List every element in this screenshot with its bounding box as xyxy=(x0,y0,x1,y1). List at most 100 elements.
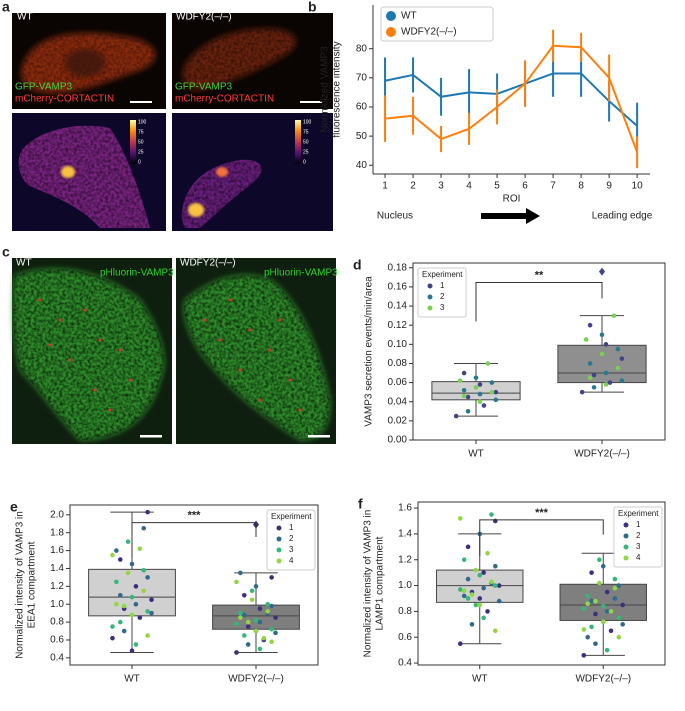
data-point xyxy=(493,563,498,569)
data-point xyxy=(461,593,467,599)
scale-bar xyxy=(140,435,162,438)
data-point xyxy=(261,635,267,641)
colorbar-tick: 50 xyxy=(138,139,144,145)
y-tick-label: 1.4 xyxy=(50,563,64,574)
heatmap-texture xyxy=(18,125,150,228)
channel-label: mCherry-CORTACTIN xyxy=(175,94,274,105)
legend-label: 1 xyxy=(636,520,641,529)
colorbar-ticks-right: 100 75 50 25 0 xyxy=(303,119,312,165)
annotation: Leading edge xyxy=(592,211,653,222)
y-axis-label: Normalized intensity of VAMP3 in xyxy=(363,510,374,658)
outlier xyxy=(599,267,605,276)
data-point xyxy=(269,603,274,609)
x-tick-label: 5 xyxy=(494,181,500,192)
legend-label: 4 xyxy=(636,553,641,562)
legend-label: 2 xyxy=(636,531,641,540)
data-point xyxy=(125,539,131,544)
plot-frame xyxy=(69,504,319,666)
legend-marker xyxy=(276,525,282,531)
colorbar-tick: 25 xyxy=(303,149,309,155)
data-point xyxy=(599,332,605,338)
data-point xyxy=(593,598,598,604)
data-point xyxy=(608,628,614,634)
legend-marker xyxy=(276,547,282,553)
y-tick-label: 40 xyxy=(356,160,368,171)
data-point xyxy=(125,570,131,576)
data-point xyxy=(587,375,593,381)
x-tick-label: 3 xyxy=(438,181,444,192)
y-tick-label: 70 xyxy=(356,72,368,83)
y-axis-label: Normalized intensity of VAMP3 in xyxy=(15,511,26,659)
panel-label: d xyxy=(353,257,362,273)
y-tick-label: 1.2 xyxy=(50,581,64,592)
data-point xyxy=(481,403,487,408)
data-point xyxy=(110,552,115,558)
data-point xyxy=(465,544,471,550)
y-tick-label: 1.6 xyxy=(398,503,412,514)
data-point xyxy=(465,596,471,601)
data-point xyxy=(149,610,154,616)
event-dot xyxy=(298,408,302,412)
data-point xyxy=(493,389,499,395)
channel-label: GFP-VAMP3 xyxy=(15,82,72,93)
legend-title: Experiment xyxy=(422,270,463,279)
event-dot xyxy=(128,378,132,382)
y-tick-label: 1.4 xyxy=(398,529,412,540)
data-point xyxy=(600,603,606,609)
cell-texture xyxy=(183,29,296,91)
data-point xyxy=(461,387,467,393)
nucleus xyxy=(65,49,105,77)
legend-marker xyxy=(623,533,629,539)
data-point xyxy=(603,382,609,387)
data-point xyxy=(493,518,498,524)
x-tick-label: WDFY2(–/–) xyxy=(228,674,284,685)
box xyxy=(88,568,176,617)
data-point xyxy=(114,548,119,553)
x-tick-label: 7 xyxy=(550,181,556,192)
data-point xyxy=(234,579,239,585)
colorbar-tick: 0 xyxy=(303,159,306,165)
data-point xyxy=(137,546,143,552)
legend-marker xyxy=(276,558,282,564)
data-point xyxy=(469,592,475,597)
data-point xyxy=(145,609,150,614)
x-tick-label: 9 xyxy=(606,181,612,192)
y-tick-label: 80 xyxy=(356,43,368,54)
significance-bracket xyxy=(475,281,603,322)
x-tick-label: WT xyxy=(472,674,488,685)
legend-label: 3 xyxy=(636,542,641,551)
chart-box: e 0.4 0.6 0.8 1.0 1.2 1.4 1.6 1.8 2.0 Normalized i… xyxy=(10,499,319,685)
data-point xyxy=(257,606,263,611)
y-axis-label: Normalized VAMP3 xyxy=(320,46,331,133)
x-tick-label: WDFY2(–/–) xyxy=(575,674,631,685)
data-point xyxy=(620,602,626,608)
box xyxy=(212,604,300,630)
data-point xyxy=(493,628,498,634)
panel-label: f xyxy=(358,496,363,512)
data-point xyxy=(453,413,459,419)
data-point xyxy=(129,612,135,618)
box xyxy=(559,583,647,621)
image-title: WDFY2(–/–) xyxy=(180,258,236,269)
data-point xyxy=(593,641,598,646)
data-point xyxy=(117,592,123,598)
annotation: Nucleus xyxy=(377,211,413,222)
legend-marker xyxy=(386,11,396,21)
data-point xyxy=(477,596,483,601)
y-tick-label: 0.4 xyxy=(50,652,64,663)
legend-marker xyxy=(276,536,282,542)
y-tick-label: 1.2 xyxy=(398,554,412,565)
legend-marker xyxy=(623,544,629,550)
data-point xyxy=(587,361,593,366)
data-point xyxy=(241,592,247,598)
data-point xyxy=(129,594,135,600)
event-dot xyxy=(268,348,272,352)
panel-a: a WT GFP-VAMP3 mCherry-CORTACTIN WDFY2(–… xyxy=(2,0,333,231)
data-point xyxy=(137,615,143,620)
data-point xyxy=(581,627,587,632)
data-point xyxy=(145,633,150,638)
hotspot xyxy=(216,167,228,177)
data-point xyxy=(465,408,471,414)
data-point xyxy=(273,630,278,636)
legend-label: 1 xyxy=(289,523,294,532)
